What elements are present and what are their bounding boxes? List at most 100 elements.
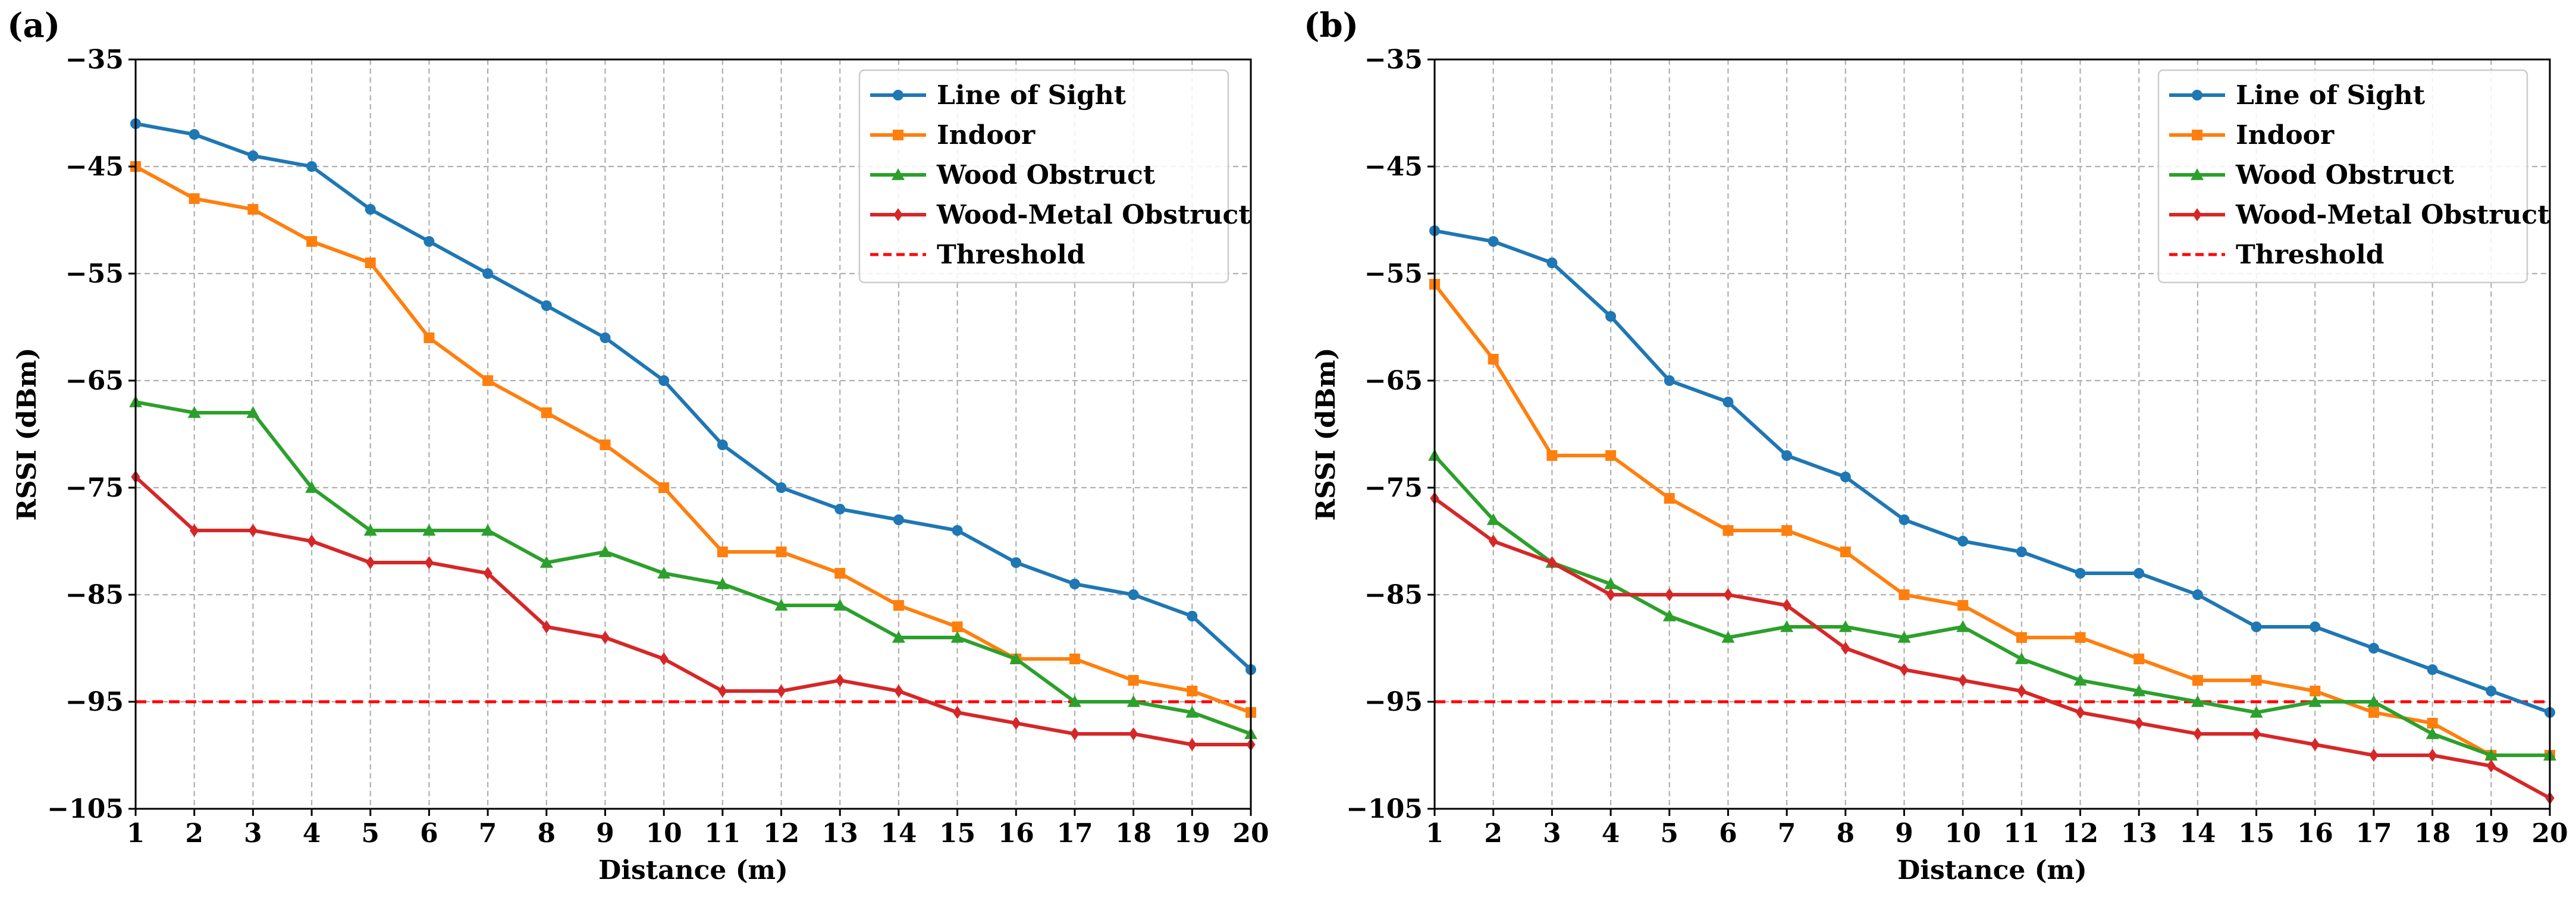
legend-swatch-marker <box>893 90 903 101</box>
data-point <box>657 567 671 579</box>
data-point <box>1070 727 1080 740</box>
data-point <box>2134 717 2144 730</box>
data-point <box>1546 450 1558 461</box>
data-point <box>716 577 729 589</box>
data-point <box>422 524 436 536</box>
data-point <box>1187 611 1198 621</box>
data-point <box>2367 695 2380 707</box>
data-point <box>776 685 786 698</box>
data-point <box>306 161 318 172</box>
legend-label: Wood Obstruct <box>2235 160 2455 190</box>
data-point <box>2075 568 2086 579</box>
data-point <box>1899 514 1910 525</box>
data-point <box>1722 525 1734 536</box>
y-tick-label: −95 <box>65 687 124 717</box>
data-point <box>365 204 376 215</box>
data-point <box>2426 727 2439 739</box>
data-point <box>1011 717 1021 730</box>
data-point <box>2427 749 2437 762</box>
x-axis-label: Distance (m) <box>598 855 788 886</box>
data-point <box>659 652 669 665</box>
data-point <box>1838 620 1852 632</box>
x-tick-label: 5 <box>1660 818 1678 849</box>
x-tick-label: 19 <box>2473 818 2509 849</box>
series-line-wood-metal-obstruct <box>134 475 1251 746</box>
data-point <box>2369 749 2379 762</box>
y-tick-label: −55 <box>1364 259 1423 289</box>
y-tick-label: −55 <box>65 259 124 289</box>
data-point <box>952 621 963 632</box>
y-axis-label: RSSI (dBm) <box>1311 347 1341 520</box>
data-point <box>1127 695 1140 707</box>
data-point <box>1187 686 1198 696</box>
x-tick-label: 6 <box>1719 818 1737 849</box>
data-point <box>2310 686 2321 696</box>
data-point <box>305 481 319 493</box>
data-point <box>1128 675 1139 686</box>
data-point <box>1958 674 1968 687</box>
x-tick-label: 7 <box>479 818 497 849</box>
x-tick-label: 11 <box>2003 818 2040 849</box>
x-tick-label: 6 <box>420 818 438 849</box>
series-line-wood-obstruct <box>1433 454 2550 757</box>
data-point <box>365 258 376 268</box>
data-point <box>894 685 903 698</box>
legend-swatch-marker <box>2192 130 2202 140</box>
data-point <box>1899 663 1909 676</box>
data-point <box>600 631 610 644</box>
data-point <box>1957 536 1969 547</box>
x-tick-label: 16 <box>998 818 1034 849</box>
data-point <box>2251 675 2262 686</box>
data-point <box>717 547 728 557</box>
data-point <box>2192 675 2203 686</box>
x-tick-label: 4 <box>303 818 321 849</box>
x-tick-label: 8 <box>537 818 556 849</box>
plot-frame <box>1433 58 2551 810</box>
data-point <box>1723 588 1733 601</box>
data-point <box>1665 588 1674 601</box>
data-point <box>541 300 552 311</box>
data-point <box>834 504 846 514</box>
series-line-indoor <box>1433 283 2550 757</box>
data-point <box>189 129 200 140</box>
x-tick-label: 9 <box>596 818 614 849</box>
data-point <box>1604 577 1618 589</box>
data-point <box>598 545 612 557</box>
data-point <box>893 514 904 525</box>
data-point <box>306 236 318 247</box>
y-tick-label: −85 <box>1364 580 1423 610</box>
data-point <box>247 150 259 161</box>
legend-label: Threshold <box>937 240 1085 270</box>
series-line-line-of-sight <box>1434 229 2551 714</box>
data-point <box>1781 525 1793 536</box>
data-point <box>1488 236 1499 247</box>
legend-label: Indoor <box>2236 120 2335 150</box>
data-point <box>2073 674 2087 686</box>
y-tick-label: −65 <box>65 366 124 396</box>
data-point <box>776 547 787 557</box>
data-point <box>2132 685 2146 696</box>
data-point <box>481 524 495 536</box>
x-tick-label: 10 <box>646 818 682 849</box>
y-tick-label: −105 <box>1346 794 1423 824</box>
panel-label: (a) <box>7 6 60 45</box>
data-point <box>1009 652 1023 664</box>
x-tick-label: 20 <box>1232 818 1269 849</box>
data-point <box>2193 727 2202 740</box>
data-point <box>2308 695 2322 707</box>
data-point <box>1840 547 1851 557</box>
data-point <box>1841 642 1850 655</box>
x-tick-label: 12 <box>763 818 799 849</box>
data-point <box>189 524 199 537</box>
y-tick-label: −35 <box>65 45 124 75</box>
data-point <box>1488 354 1499 365</box>
data-point <box>1956 620 1970 632</box>
y-tick-label: −85 <box>65 580 124 610</box>
x-tick-label: 16 <box>2297 818 2333 849</box>
data-point <box>950 631 964 643</box>
data-point <box>2251 727 2261 740</box>
data-point <box>776 482 787 493</box>
data-point <box>542 620 551 633</box>
x-tick-label: 3 <box>244 818 262 849</box>
x-tick-label: 5 <box>361 818 379 849</box>
